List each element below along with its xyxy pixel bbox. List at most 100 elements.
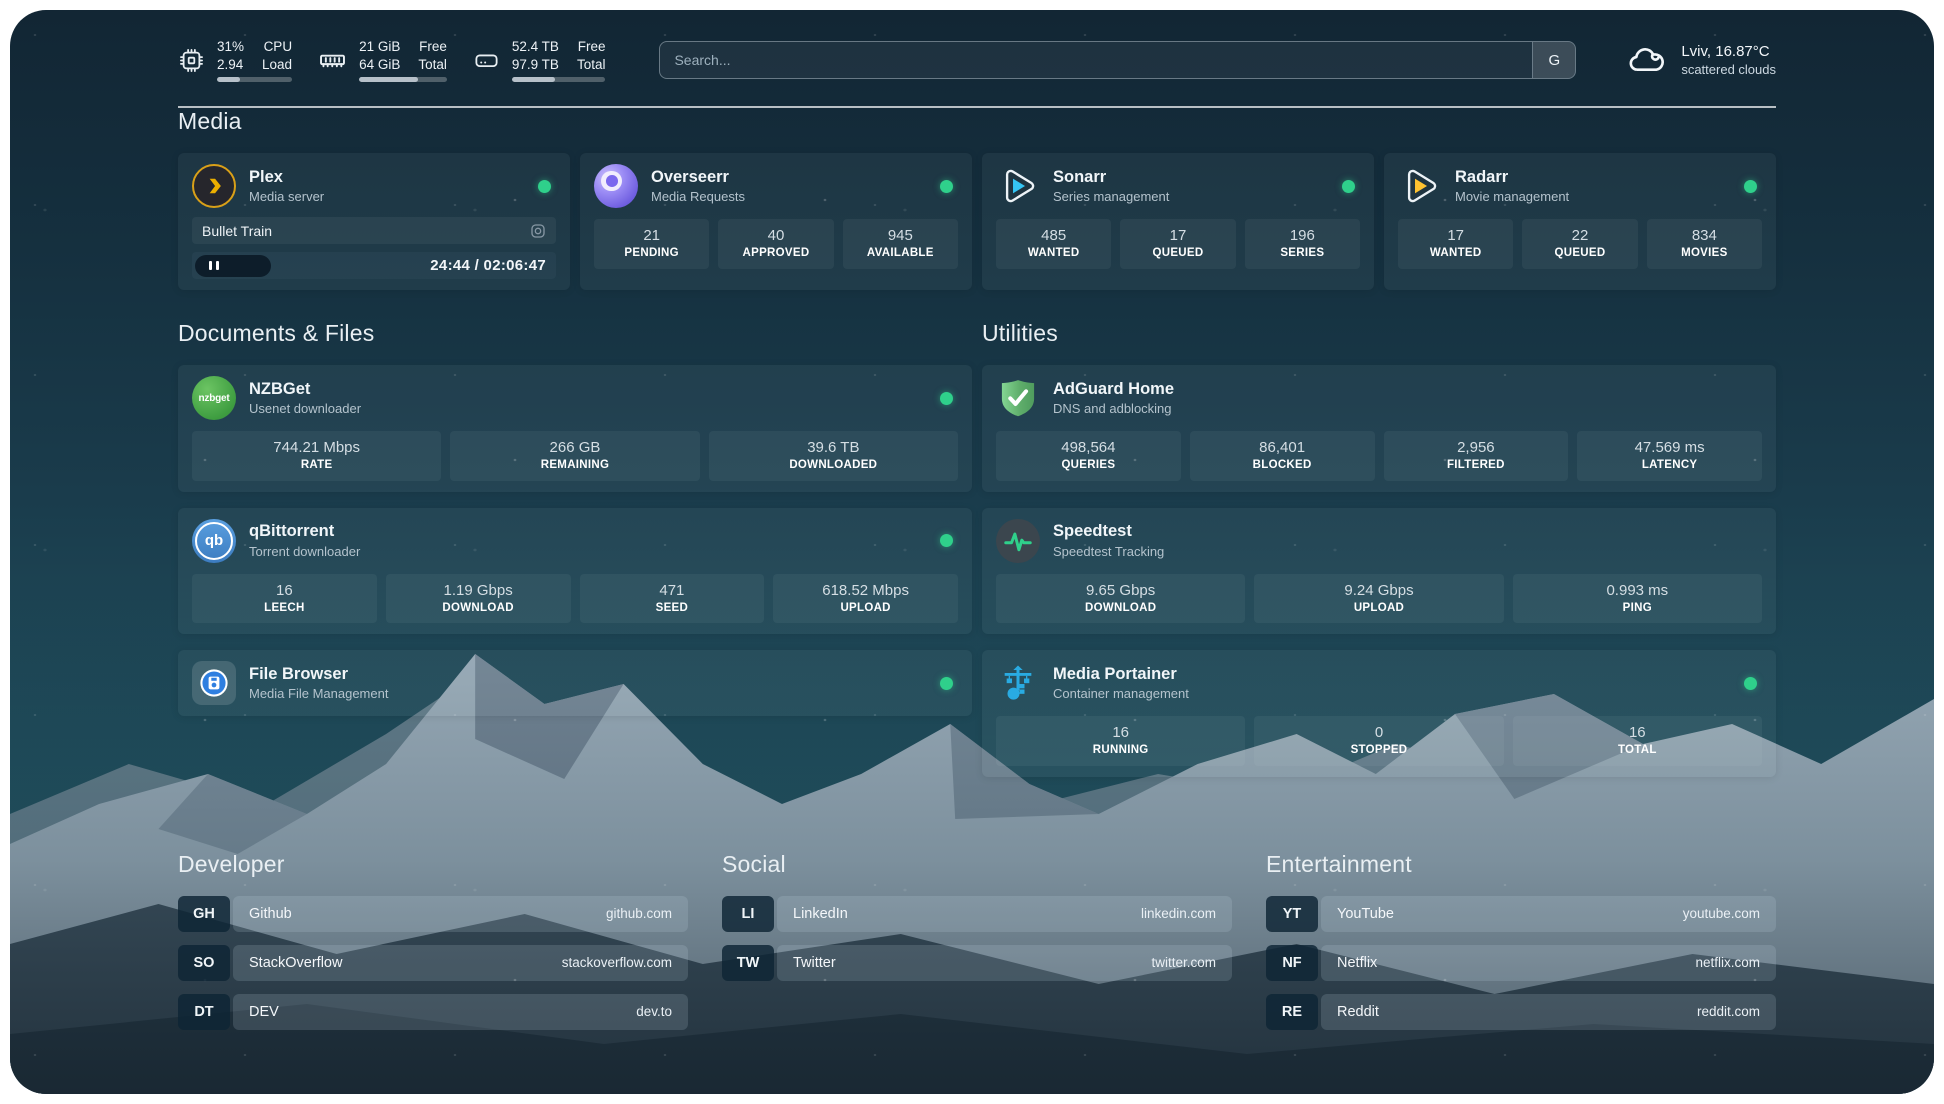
stat-stopped: 0STOPPED	[1254, 716, 1503, 766]
cpu-icon	[178, 47, 205, 74]
bookmark-reddit[interactable]: RE Redditreddit.com	[1266, 994, 1776, 1030]
disk-free: 52.4 TB	[512, 38, 559, 56]
weather-summary: Lviv, 16.87°C	[1681, 41, 1776, 63]
status-dot	[940, 534, 953, 547]
stat-remaining: 266 GBREMAINING	[450, 431, 699, 481]
stat-pending: 21PENDING	[594, 219, 709, 269]
bookmark-abbr: DT	[178, 994, 230, 1030]
search-provider-button[interactable]: G	[1532, 42, 1575, 78]
stat-wanted: 485WANTED	[996, 219, 1111, 269]
service-description: Container management	[1053, 685, 1189, 703]
stat-movies: 834MOVIES	[1647, 219, 1762, 269]
playback-time: 24:44 / 02:06:47	[430, 257, 546, 274]
status-dot	[1744, 677, 1757, 690]
dashboard: 31% 2.94 CPU Load	[10, 10, 1934, 1094]
stat-queued: 17QUEUED	[1120, 219, 1235, 269]
stat-leech: 16LEECH	[192, 574, 377, 624]
service-description: Media File Management	[249, 685, 388, 703]
stat-running: 16RUNNING	[996, 716, 1245, 766]
service-card-qbittorrent[interactable]: qb qBittorrent Torrent downloader 16LEEC…	[178, 508, 972, 635]
memory-total: 64 GiB	[359, 56, 400, 74]
service-card-overseerr[interactable]: Overseerr Media Requests 21PENDING 40APP…	[580, 153, 972, 290]
bookmark-dev[interactable]: DT DEVdev.to	[178, 994, 688, 1030]
stat-download: 1.19 GbpsDOWNLOAD	[386, 574, 571, 624]
service-card-radarr[interactable]: Radarr Movie management 17WANTED 22QUEUE…	[1384, 153, 1776, 290]
adguard-icon	[996, 376, 1040, 420]
section-title-media: Media	[178, 108, 1776, 135]
service-name: Radarr	[1455, 167, 1569, 188]
stat-series: 196SERIES	[1245, 219, 1360, 269]
service-name: qBittorrent	[249, 521, 360, 542]
status-dot	[538, 180, 551, 193]
disk-widget: 52.4 TB 97.9 TB Free Total	[473, 38, 606, 82]
service-card-portainer[interactable]: Media Portainer Container management 16R…	[982, 650, 1776, 777]
status-dot	[940, 180, 953, 193]
free-label: Free	[419, 38, 447, 56]
status-dot	[940, 392, 953, 405]
cpu-widget: 31% 2.94 CPU Load	[178, 38, 292, 82]
stat-downloaded: 39.6 TBDOWNLOADED	[709, 431, 958, 481]
radarr-icon	[1398, 164, 1442, 208]
service-card-speedtest[interactable]: Speedtest Speedtest Tracking 9.65 GbpsDO…	[982, 508, 1776, 635]
stat-seed: 471SEED	[580, 574, 765, 624]
now-playing-title: Bullet Train	[202, 223, 272, 239]
bookmark-abbr: RE	[1266, 994, 1318, 1030]
load-label: Load	[262, 56, 292, 74]
stat-download: 9.65 GbpsDOWNLOAD	[996, 574, 1245, 624]
portainer-icon	[996, 661, 1040, 705]
service-description: Movie management	[1455, 188, 1569, 206]
stat-latency: 47.569 msLATENCY	[1577, 431, 1762, 481]
status-dot	[1342, 180, 1355, 193]
service-card-plex[interactable]: Plex Media server Bullet Train 24:44 / 0…	[178, 153, 570, 290]
stat-approved: 40APPROVED	[718, 219, 833, 269]
filebrowser-icon	[192, 661, 236, 705]
service-card-nzbget[interactable]: nzbget NZBGet Usenet downloader 744.21 M…	[178, 365, 972, 492]
status-dot	[1744, 180, 1757, 193]
disk-total: 97.9 TB	[512, 56, 559, 74]
weather-condition: scattered clouds	[1681, 62, 1776, 79]
stat-available: 945AVAILABLE	[843, 219, 958, 269]
cpu-percent: 31%	[217, 38, 244, 56]
section-title-utilities: Utilities	[982, 320, 1776, 347]
nzbget-icon: nzbget	[192, 376, 236, 420]
bookmark-netflix[interactable]: NF Netflixnetflix.com	[1266, 945, 1776, 981]
bookmark-github[interactable]: GH Githubgithub.com	[178, 896, 688, 932]
service-description: DNS and adblocking	[1053, 400, 1174, 418]
service-description: Speedtest Tracking	[1053, 543, 1164, 561]
sonarr-icon	[996, 164, 1040, 208]
service-description: Usenet downloader	[249, 400, 361, 418]
service-card-filebrowser[interactable]: File Browser Media File Management	[178, 650, 972, 716]
developer-column: Developer GH Githubgithub.com SO StackOv…	[178, 851, 688, 1043]
social-column: Social LI LinkedInlinkedin.com TW Twitte…	[722, 851, 1232, 1043]
memory-progress-bar	[359, 77, 447, 82]
bookmark-linkedin[interactable]: LI LinkedInlinkedin.com	[722, 896, 1232, 932]
service-card-sonarr[interactable]: Sonarr Series management 485WANTED 17QUE…	[982, 153, 1374, 290]
stat-rate: 744.21 MbpsRATE	[192, 431, 441, 481]
service-description: Torrent downloader	[249, 543, 360, 561]
search-bar: G	[659, 41, 1576, 79]
search-input[interactable]	[659, 41, 1576, 79]
memory-free: 21 GiB	[359, 38, 400, 56]
service-name: Speedtest	[1053, 521, 1164, 542]
bookmark-youtube[interactable]: YT YouTubeyoutube.com	[1266, 896, 1776, 932]
cloud-icon	[1626, 39, 1668, 81]
memory-icon	[318, 46, 347, 75]
bookmark-abbr: GH	[178, 896, 230, 932]
bookmark-twitter[interactable]: TW Twittertwitter.com	[722, 945, 1232, 981]
pause-button[interactable]	[195, 255, 271, 277]
service-card-adguard[interactable]: AdGuard Home DNS and adblocking 498,564Q…	[982, 365, 1776, 492]
section-title-developer: Developer	[178, 851, 688, 878]
stat-total: 16TOTAL	[1513, 716, 1762, 766]
total-label: Total	[418, 56, 447, 74]
weather-widget[interactable]: Lviv, 16.87°C scattered clouds	[1626, 39, 1776, 81]
service-name: File Browser	[249, 664, 388, 685]
bookmark-stackoverflow[interactable]: SO StackOverflowstackoverflow.com	[178, 945, 688, 981]
utilities-column: Utilities AdGuard Home DNS and	[982, 320, 1776, 793]
service-description: Media server	[249, 188, 324, 206]
memory-widget: 21 GiB 64 GiB Free Total	[318, 38, 447, 82]
service-name: Plex	[249, 167, 324, 188]
service-name: Media Portainer	[1053, 664, 1189, 685]
service-name: AdGuard Home	[1053, 379, 1174, 400]
total-label: Total	[577, 56, 606, 74]
stat-queries: 498,564QUERIES	[996, 431, 1181, 481]
